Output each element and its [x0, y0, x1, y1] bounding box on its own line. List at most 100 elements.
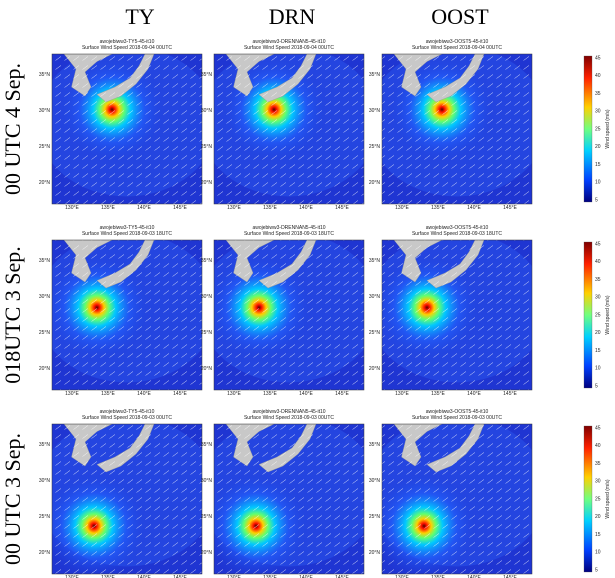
colorbar-scale: [584, 56, 592, 202]
lat-tick-label: 35°N: [201, 72, 213, 78]
colorbar-tick-label: 25: [595, 126, 601, 132]
lat-tick-label: 25°N: [201, 514, 213, 520]
lat-tick-label: 25°N: [39, 330, 51, 336]
map-panel: awojebiww3-OOST5-45-it10Surface Wind Spe…: [367, 225, 547, 397]
lat-tick-label: 25°N: [39, 514, 51, 520]
map: [37, 233, 217, 391]
lon-tick-label: 145°E: [503, 391, 517, 397]
colorbar-tick-label: 5: [595, 197, 598, 203]
wind-vectors: [382, 240, 532, 390]
lon-tick-label: 130°E: [65, 391, 79, 397]
lon-tick-label: 130°E: [227, 391, 241, 397]
lat-tick-label: 20°N: [39, 180, 51, 186]
lon-tick-label: 140°E: [137, 205, 151, 211]
map: [37, 417, 217, 578]
panel-subtitle: Surface Wind Speed 2018-09-03 18UTC: [412, 231, 502, 237]
lat-tick-label: 35°N: [201, 258, 213, 264]
colorbar-tick-label: 30: [595, 479, 601, 485]
colorbar-tick-label: 20: [595, 144, 601, 150]
lon-tick-label: 145°E: [335, 205, 349, 211]
colorbar-tick-label: 10: [595, 550, 601, 556]
map: [367, 233, 547, 391]
lat-tick-label: 30°N: [39, 108, 51, 114]
wind-vectors: [214, 240, 364, 390]
lat-tick-label: 20°N: [39, 550, 51, 556]
lon-tick-label: 135°E: [431, 391, 445, 397]
colorbar-tick-label: 15: [595, 348, 601, 354]
lat-tick-label: 20°N: [369, 550, 381, 556]
colorbar-tick-label: 40: [595, 259, 601, 265]
lon-tick-label: 130°E: [395, 391, 409, 397]
column-header: DRN: [269, 4, 316, 29]
lon-tick-label: 145°E: [173, 205, 187, 211]
map: [199, 47, 379, 205]
lon-tick-label: 145°E: [335, 391, 349, 397]
colorbar-tick-label: 35: [595, 277, 601, 283]
colorbar-scale: [584, 242, 592, 388]
lat-tick-label: 35°N: [369, 72, 381, 78]
wind-vectors: [214, 54, 364, 204]
column-header: OOST: [431, 4, 489, 29]
colorbar-tick-label: 20: [595, 514, 601, 520]
colorbar-label: Wind speed (m/s): [605, 295, 611, 335]
lat-tick-label: 20°N: [201, 180, 213, 186]
colorbar-tick-label: 25: [595, 496, 601, 502]
row-label: 00 UTC 3 Sep.: [0, 433, 25, 565]
lat-tick-label: 30°N: [201, 294, 213, 300]
wind-vectors: [214, 424, 364, 574]
lat-tick-label: 35°N: [39, 258, 51, 264]
lat-tick-label: 30°N: [201, 478, 213, 484]
panel-subtitle: Surface Wind Speed 2018-09-03 00UTC: [412, 415, 502, 421]
figure: TY DRN OOST 00 UTC 4 Sep. awojebiww3-TY5-45-…: [0, 0, 615, 578]
colorbar-tick-label: 35: [595, 461, 601, 467]
colorbar-tick-label: 20: [595, 330, 601, 336]
lon-tick-label: 145°E: [173, 391, 187, 397]
row-label: 018UTC 3 Sep.: [0, 246, 25, 384]
lon-tick-label: 135°E: [431, 205, 445, 211]
lon-tick-label: 130°E: [65, 205, 79, 211]
lon-tick-label: 135°E: [263, 391, 277, 397]
colorbar-tick-label: 30: [595, 109, 601, 115]
lat-tick-label: 25°N: [39, 144, 51, 150]
lon-tick-label: 130°E: [395, 205, 409, 211]
lat-tick-label: 30°N: [369, 478, 381, 484]
lon-tick-label: 140°E: [299, 391, 313, 397]
map: [367, 417, 547, 578]
panel-subtitle: Surface Wind Speed 2018-09-03 00UTC: [82, 415, 172, 421]
lon-tick-label: 145°E: [503, 205, 517, 211]
colorbar-tick-label: 10: [595, 366, 601, 372]
lon-tick-label: 140°E: [137, 391, 151, 397]
panel-subtitle: Surface Wind Speed 2018-09-04 00UTC: [412, 45, 502, 51]
lat-tick-label: 20°N: [201, 366, 213, 372]
map: [37, 47, 217, 205]
lat-tick-label: 30°N: [201, 108, 213, 114]
colorbar-tick-label: 5: [595, 383, 598, 389]
colorbar-tick-label: 15: [595, 532, 601, 538]
colorbar-label: Wind speed (m/s): [605, 109, 611, 149]
colorbar-tick-label: 15: [595, 162, 601, 168]
lon-tick-label: 140°E: [467, 205, 481, 211]
lon-tick-label: 135°E: [101, 205, 115, 211]
lat-tick-label: 25°N: [369, 144, 381, 150]
lat-tick-label: 25°N: [201, 144, 213, 150]
lat-tick-label: 30°N: [39, 478, 51, 484]
lon-tick-label: 135°E: [263, 205, 277, 211]
wind-vectors: [52, 424, 202, 574]
lat-tick-label: 35°N: [201, 442, 213, 448]
wind-vectors: [52, 240, 202, 390]
row-label: 00 UTC 4 Sep.: [0, 63, 25, 195]
colorbar-tick-label: 40: [595, 443, 601, 449]
colorbar-tick-label: 5: [595, 567, 598, 573]
column-header: TY: [125, 4, 154, 29]
panel-subtitle: Surface Wind Speed 2018-09-04 00UTC: [244, 45, 334, 51]
lat-tick-label: 20°N: [369, 180, 381, 186]
lat-tick-label: 35°N: [39, 72, 51, 78]
